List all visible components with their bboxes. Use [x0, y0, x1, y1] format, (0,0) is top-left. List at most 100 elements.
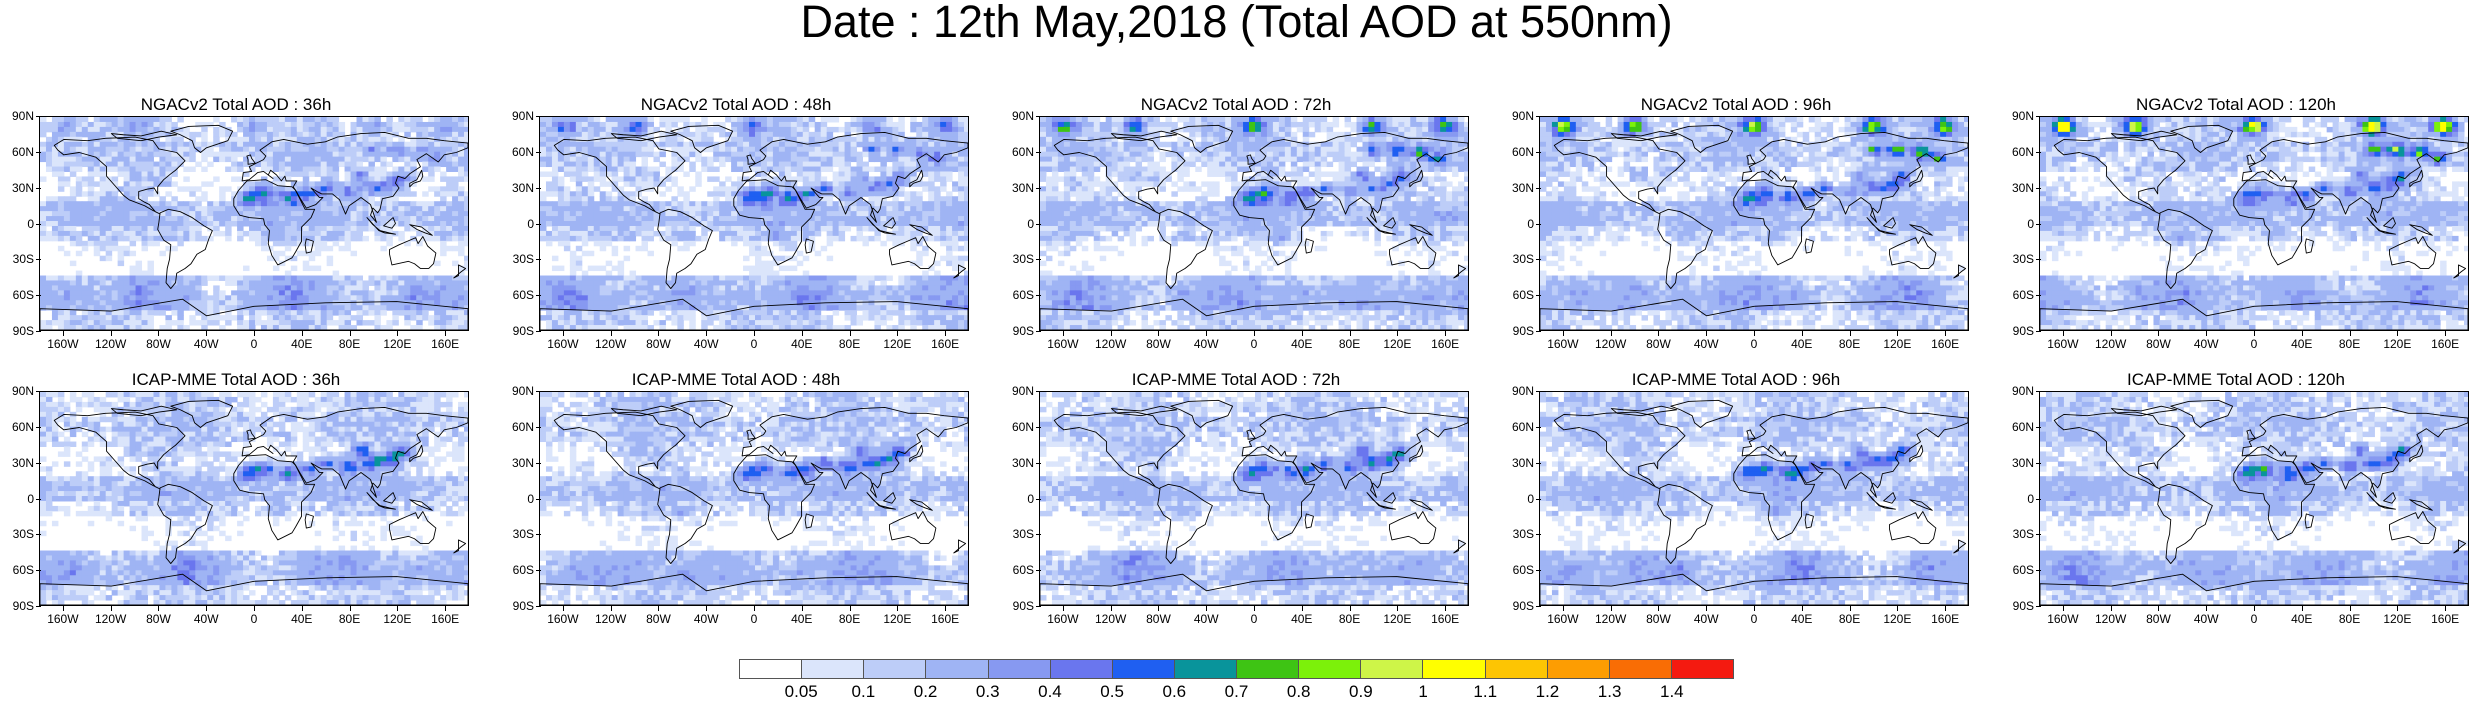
lat-tick-label: 90N: [1003, 110, 1034, 122]
panel-title: NGACv2 Total AOD : 72h: [1003, 96, 1469, 114]
lat-tick-label: 60S: [3, 289, 34, 301]
lon-tick-label: 160E: [1415, 613, 1475, 625]
lat-tick: [2036, 570, 2041, 572]
lat-tick-label: 60N: [1503, 421, 1534, 433]
lat-tick: [1036, 187, 1041, 189]
lon-tick-label: 120E: [1367, 613, 1427, 625]
map-canvas: [540, 392, 968, 605]
lon-tick-label: 160E: [1915, 338, 1975, 350]
lon-tick-label: 160W: [33, 338, 93, 350]
lat-tick-label: 60N: [503, 146, 534, 158]
lat-tick: [536, 187, 541, 189]
lon-tick-label: 40E: [772, 338, 832, 350]
lat-tick-label: 30N: [503, 457, 534, 469]
lon-tick: [110, 606, 112, 611]
lat-tick-label: 60N: [3, 421, 34, 433]
lat-tick: [536, 116, 541, 117]
lon-tick-label: 80W: [128, 338, 188, 350]
lat-tick: [1036, 570, 1041, 572]
lon-tick-label: 40W: [2176, 338, 2236, 350]
lon-tick-label: 80E: [2320, 613, 2380, 625]
lon-tick-label: 0: [724, 613, 784, 625]
map-panel-icap-36: ICAP-MME Total AOD : 36h 90N 60N 30N 0 30S 60S…: [3, 371, 469, 641]
lon-tick-label: 160E: [2415, 338, 2473, 350]
lat-tick: [1036, 606, 1041, 607]
lat-tick: [36, 116, 41, 117]
lat-tick-label: 90S: [3, 600, 34, 612]
aod-field: [2040, 117, 2468, 330]
lat-tick: [1036, 259, 1041, 261]
lon-tick-label: 160W: [2033, 613, 2093, 625]
lat-tick: [36, 259, 41, 261]
lat-tick-label: 0: [3, 218, 34, 230]
map-panel-icap-72: ICAP-MME Total AOD : 72h 90N 60N 30N 0 30S 60S…: [1003, 371, 1469, 641]
lat-tick: [1036, 116, 1041, 117]
lat-tick-label: 90S: [503, 600, 534, 612]
lon-tick: [301, 331, 303, 336]
lon-tick-label: 120W: [581, 338, 641, 350]
lon-tick-label: 120E: [1867, 338, 1927, 350]
panel-title: NGACv2 Total AOD : 96h: [1503, 96, 1969, 114]
lon-tick-label: 160E: [1415, 338, 1475, 350]
lat-tick-label: 60S: [1003, 564, 1034, 576]
lon-tick: [706, 331, 708, 336]
colorbar-label: 0.5: [1082, 683, 1142, 700]
lon-tick-label: 40E: [2272, 613, 2332, 625]
world-map: [539, 391, 969, 606]
lon-tick-label: 80E: [1820, 613, 1880, 625]
colorbar-label: 0.9: [1331, 683, 1391, 700]
lat-tick-label: 0: [2003, 493, 2034, 505]
lon-tick: [1897, 331, 1899, 336]
lat-tick-label: 30S: [1003, 253, 1034, 265]
coastlines: [1040, 124, 1468, 330]
map-canvas: [1040, 392, 1468, 605]
lon-tick-label: 80E: [320, 338, 380, 350]
colorbar-label: 1.4: [1642, 683, 1702, 700]
lat-tick: [2036, 151, 2041, 153]
colorbar-swatch: [1237, 660, 1300, 678]
lat-tick-label: 60S: [1503, 564, 1534, 576]
lat-tick-label: 30S: [1503, 528, 1534, 540]
lon-tick-label: 80W: [1128, 613, 1188, 625]
colorbar-label: 0.6: [1144, 683, 1204, 700]
lat-tick-label: 60N: [1003, 421, 1034, 433]
lon-tick-label: 120E: [2367, 338, 2427, 350]
aod-field: [2040, 392, 2468, 605]
lon-tick: [1801, 606, 1803, 611]
lon-tick: [2062, 331, 2064, 336]
lon-tick: [1254, 331, 1255, 336]
lat-tick-label: 30N: [503, 182, 534, 194]
lat-tick: [1536, 534, 1541, 536]
map-panel-ngac-120: NGACv2 Total AOD : 120h 90N 60N 30N 0 30S 60S 9…: [2003, 96, 2469, 366]
lon-tick: [206, 331, 208, 336]
lat-tick: [1036, 498, 1041, 500]
lat-tick: [2036, 295, 2041, 297]
lat-tick: [36, 426, 41, 428]
lon-tick: [1349, 331, 1351, 336]
coastlines: [40, 124, 468, 330]
lon-tick: [1945, 331, 1947, 336]
lat-tick: [536, 391, 541, 392]
lat-tick-label: 60S: [1003, 289, 1034, 301]
lat-tick: [1036, 295, 1041, 297]
lat-tick-label: 0: [503, 218, 534, 230]
lon-tick: [1849, 606, 1851, 611]
lon-tick-label: 80E: [1820, 338, 1880, 350]
lon-tick: [801, 606, 803, 611]
lon-tick: [349, 606, 351, 611]
lat-tick-label: 90S: [1503, 600, 1534, 612]
coastlines: [540, 399, 968, 605]
lon-tick-label: 80W: [2128, 338, 2188, 350]
lon-tick: [2445, 331, 2447, 336]
map-canvas: [1040, 117, 1468, 330]
lon-tick: [1301, 606, 1303, 611]
lon-tick: [562, 606, 564, 611]
lon-tick: [1445, 331, 1447, 336]
world-map: [2039, 116, 2469, 331]
lon-tick: [1706, 606, 1708, 611]
lat-tick: [536, 259, 541, 261]
lat-tick-label: 30N: [1503, 457, 1534, 469]
lat-tick-label: 30S: [503, 253, 534, 265]
lon-tick: [397, 331, 399, 336]
